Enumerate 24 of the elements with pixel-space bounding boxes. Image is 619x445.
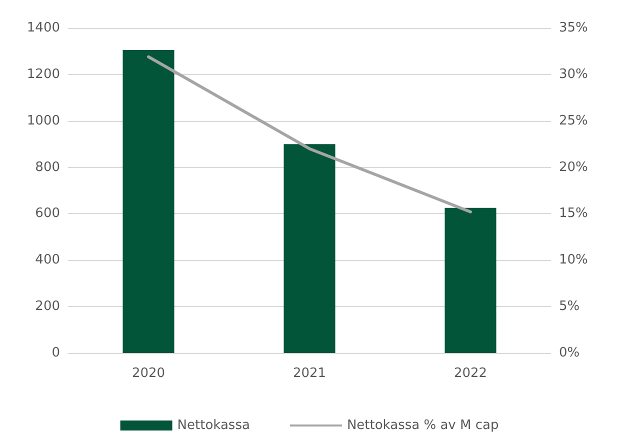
y2-tick-label: 30% bbox=[559, 66, 588, 82]
bar bbox=[284, 144, 336, 353]
y-tick-label: 1000 bbox=[26, 113, 60, 128]
y-tick-label: 0 bbox=[52, 346, 60, 360]
y2-tick-label: 10% bbox=[559, 252, 588, 268]
y2-tick-label: 20% bbox=[559, 160, 588, 175]
y-tick-label: 600 bbox=[35, 206, 60, 222]
bar bbox=[122, 50, 174, 353]
legend-label: Nettokassa % av M cap bbox=[346, 418, 499, 433]
bar bbox=[444, 208, 496, 353]
x-tick-label: 2021 bbox=[292, 366, 326, 381]
x-tick-label: 2020 bbox=[132, 366, 166, 381]
y-tick-label: 1400 bbox=[26, 20, 60, 36]
y2-tick-label: 15% bbox=[559, 206, 588, 222]
y-tick-label: 400 bbox=[35, 252, 60, 268]
y2-tick-label: 0% bbox=[559, 346, 580, 360]
y2-tick-label: 25% bbox=[559, 113, 588, 128]
x-tick-label: 2022 bbox=[454, 366, 488, 381]
legend-label: Nettokassa bbox=[177, 418, 250, 433]
y-tick-label: 800 bbox=[35, 160, 60, 175]
y-tick-label: 1200 bbox=[26, 66, 60, 82]
y2-tick-label: 5% bbox=[559, 299, 580, 314]
y-tick-label: 200 bbox=[35, 299, 60, 314]
y2-tick-label: 35% bbox=[559, 20, 588, 36]
